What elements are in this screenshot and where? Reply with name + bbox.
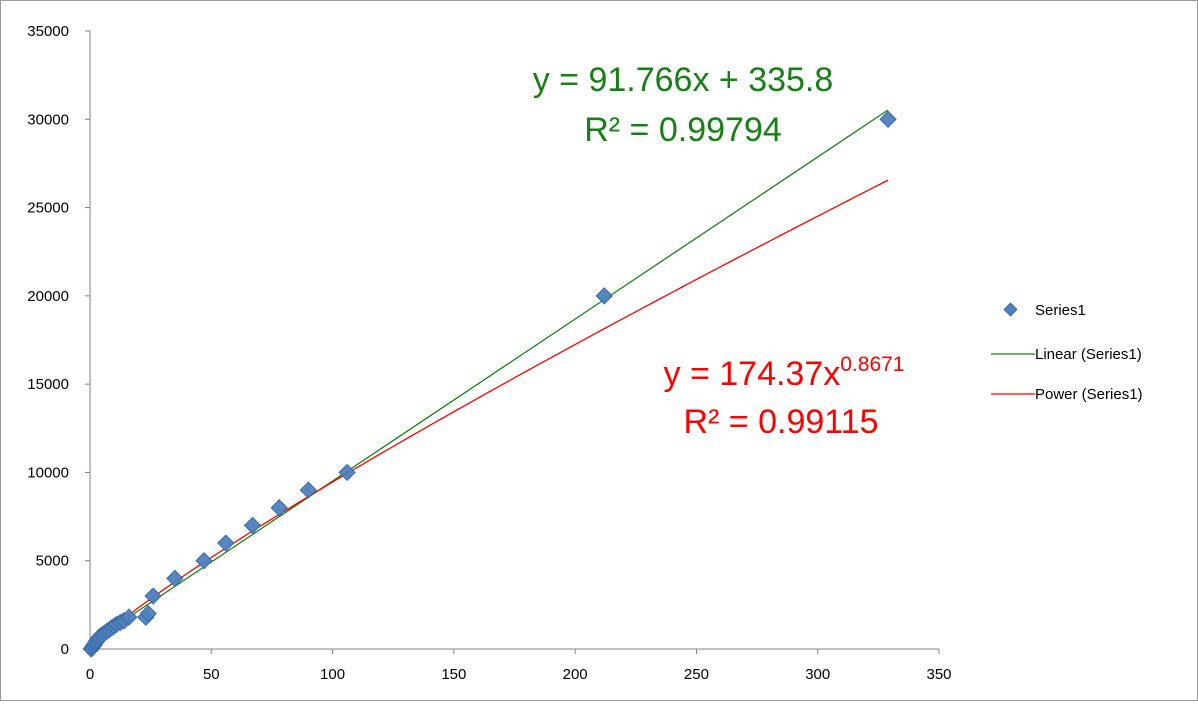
y-tick-label: 10000	[27, 464, 69, 481]
linear-r-squared: R² = 0.99794	[584, 111, 782, 149]
x-tick-label: 50	[203, 666, 220, 683]
x-tick-label: 150	[441, 666, 466, 683]
legend-label-series1: Series1	[1035, 302, 1086, 319]
ticks: 0 50 100 150 200 250 300 350 0 5000 10000 15000 2000…	[27, 23, 951, 683]
y-tick-label: 20000	[27, 288, 69, 305]
x-tick-label: 200	[563, 666, 588, 683]
data-point	[195, 552, 213, 570]
legend-marker-diamond	[1003, 302, 1018, 317]
power-equation-exponent: 0.8671	[840, 353, 904, 376]
power-equation: y = 174.37x0.8671	[664, 353, 905, 393]
annotations: y = 91.766x + 335.8 R² = 0.99794 y = 174…	[533, 61, 905, 441]
y-tick-label: 15000	[27, 376, 69, 393]
data-point	[879, 110, 897, 128]
data-point	[243, 516, 262, 535]
axes	[89, 31, 939, 650]
data-points	[82, 110, 897, 658]
data-point	[217, 534, 235, 552]
legend: Series1 Linear (Series1) Power (Series1)	[991, 302, 1143, 403]
y-tick-label: 5000	[36, 553, 69, 570]
legend-item-linear: Linear (Series1)	[991, 346, 1142, 363]
data-point	[270, 499, 288, 517]
x-tick-label: 250	[684, 666, 709, 683]
data-point	[166, 569, 184, 588]
x-tick-label: 350	[926, 666, 951, 683]
data-point	[139, 604, 157, 623]
y-tick-label: 0	[61, 641, 69, 658]
data-point	[595, 287, 613, 305]
data-point	[120, 608, 138, 626]
linear-trendline	[89, 109, 889, 644]
power-equation-base: y = 174.37x	[664, 355, 841, 393]
linear-equation: y = 91.766x + 335.8	[533, 61, 834, 99]
x-tick-label: 0	[86, 666, 94, 683]
data-point	[144, 587, 162, 605]
x-tick-label: 300	[805, 666, 830, 683]
y-tick-label: 35000	[27, 23, 69, 40]
legend-item-series1: Series1	[1003, 302, 1086, 319]
power-r-squared: R² = 0.99115	[683, 403, 878, 441]
data-point	[338, 463, 356, 482]
x-tick-label: 100	[320, 666, 345, 683]
legend-item-power: Power (Series1)	[991, 386, 1143, 403]
legend-label-linear: Linear (Series1)	[1035, 346, 1142, 363]
y-tick-label: 30000	[27, 111, 69, 128]
legend-label-power: Power (Series1)	[1035, 386, 1143, 403]
data-point	[299, 481, 318, 499]
y-tick-label: 25000	[27, 200, 69, 217]
